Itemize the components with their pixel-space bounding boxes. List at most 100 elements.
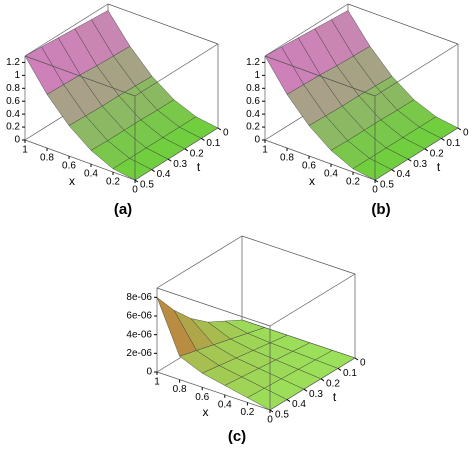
t-tick-label: 0.4 (157, 169, 171, 180)
t-tick-label: 0.2 (190, 148, 204, 159)
t-tick-label: 0.5 (275, 410, 289, 421)
box-edge (241, 235, 356, 275)
t-tick-label: 0 (463, 128, 469, 139)
t-tick (134, 179, 139, 183)
t-tick (201, 137, 205, 141)
caption: (a) (114, 201, 132, 218)
x-tick-label: 0.6 (302, 161, 316, 172)
t-tick (217, 127, 222, 131)
t-tick-label: 0 (223, 128, 229, 139)
t-tick-label: 0.1 (343, 368, 357, 379)
z-tick-label: 0.6 (6, 96, 20, 107)
box-edge (24, 55, 136, 97)
box-edge (347, 3, 459, 45)
t-tick-label: 0.3 (173, 159, 187, 170)
t-tick (337, 367, 342, 371)
z-tick-label: 6e-06 (126, 311, 152, 322)
t-tick-label: 0.3 (413, 159, 427, 170)
z-tick-label: 0.4 (6, 109, 20, 120)
box-edge (107, 3, 219, 45)
x-axis-label: x (69, 174, 75, 188)
z-tick-label: 0.8 (6, 83, 20, 94)
x-tick-label: 0.4 (84, 169, 98, 180)
t-tick (441, 137, 445, 141)
t-tick-label: 0 (360, 358, 366, 369)
x-tick-label: 0.8 (280, 153, 294, 164)
box-edge (264, 3, 349, 57)
x-tick-label: 0.6 (62, 161, 76, 172)
t-tick-label: 0.4 (292, 399, 306, 410)
box-edge (269, 357, 356, 411)
box-edge (134, 43, 219, 97)
t-tick-label: 0.3 (309, 389, 323, 400)
t-tick (303, 388, 308, 392)
x-tick-label: 0.6 (195, 392, 209, 403)
x-tick-label: 1 (262, 145, 268, 156)
t-tick-label: 0.5 (380, 180, 394, 191)
box-edge (24, 3, 109, 57)
z-tick-label: 0 (146, 367, 152, 378)
z-tick-label: 1 (14, 70, 20, 81)
t-tick (457, 127, 462, 131)
t-tick-label: 0.2 (326, 378, 340, 389)
t-tick-label: 0.5 (140, 180, 154, 191)
z-tick-label: 0.2 (246, 122, 260, 133)
t-tick-label: 0.1 (206, 138, 220, 149)
box-edge (156, 371, 271, 411)
z-tick-label: 0.2 (6, 122, 20, 133)
x-tick-label: 0 (267, 415, 273, 426)
t-tick-label: 0.2 (430, 148, 444, 159)
t-tick-label: 0.4 (397, 169, 411, 180)
t-tick (167, 158, 172, 162)
t-axis-label: t (437, 160, 441, 174)
z-tick-label: 4e-06 (126, 329, 152, 340)
z-tick-label: 1.2 (246, 57, 260, 68)
x-axis-label: x (203, 405, 209, 419)
t-tick (151, 169, 155, 173)
z-tick-label: 1.2 (6, 57, 20, 68)
t-tick-label: 0.1 (446, 138, 460, 149)
z-tick-label: 8e-06 (126, 292, 152, 303)
x-tick-label: 0.8 (173, 384, 187, 395)
t-tick (320, 378, 325, 382)
x-axis-label: x (309, 174, 315, 188)
t-axis-label: t (197, 160, 201, 174)
t-tick (374, 179, 379, 183)
t-axis-label: t (333, 390, 337, 404)
x-tick-label: 0.4 (218, 399, 232, 410)
t-tick (424, 148, 429, 152)
caption: (b) (371, 201, 390, 218)
t-tick (269, 409, 274, 413)
z-tick-label: 1 (254, 70, 260, 81)
z-tick-label: 2e-06 (126, 348, 152, 359)
box-edge (269, 273, 356, 327)
box-edge (156, 287, 271, 327)
z-tick-label: 0.8 (246, 83, 260, 94)
x-tick-label: 0.8 (40, 153, 54, 164)
x-tick-label: 1 (154, 377, 160, 388)
t-tick (354, 357, 359, 361)
z-tick-label: 0.4 (246, 109, 260, 120)
t-tick (184, 148, 189, 152)
x-tick-label: 0 (132, 185, 138, 196)
x-tick-label: 0 (372, 185, 378, 196)
z-tick-label: 0 (14, 135, 20, 146)
box-edge (134, 127, 219, 181)
t-tick (407, 158, 412, 162)
x-tick-label: 1 (22, 145, 28, 156)
x-tick-label: 0.4 (324, 169, 338, 180)
z-tick-label: 0 (254, 135, 260, 146)
box-edge (264, 139, 376, 181)
box-edge (374, 43, 459, 97)
box-edge (374, 127, 459, 181)
box-edge (264, 55, 376, 97)
caption: (c) (228, 428, 246, 445)
t-tick (286, 399, 291, 403)
x-tick-label: 0.2 (106, 177, 120, 188)
t-tick (391, 169, 395, 173)
box-edge (156, 235, 243, 289)
z-tick-label: 0.6 (246, 96, 260, 107)
x-tick-label: 0.2 (346, 177, 360, 188)
